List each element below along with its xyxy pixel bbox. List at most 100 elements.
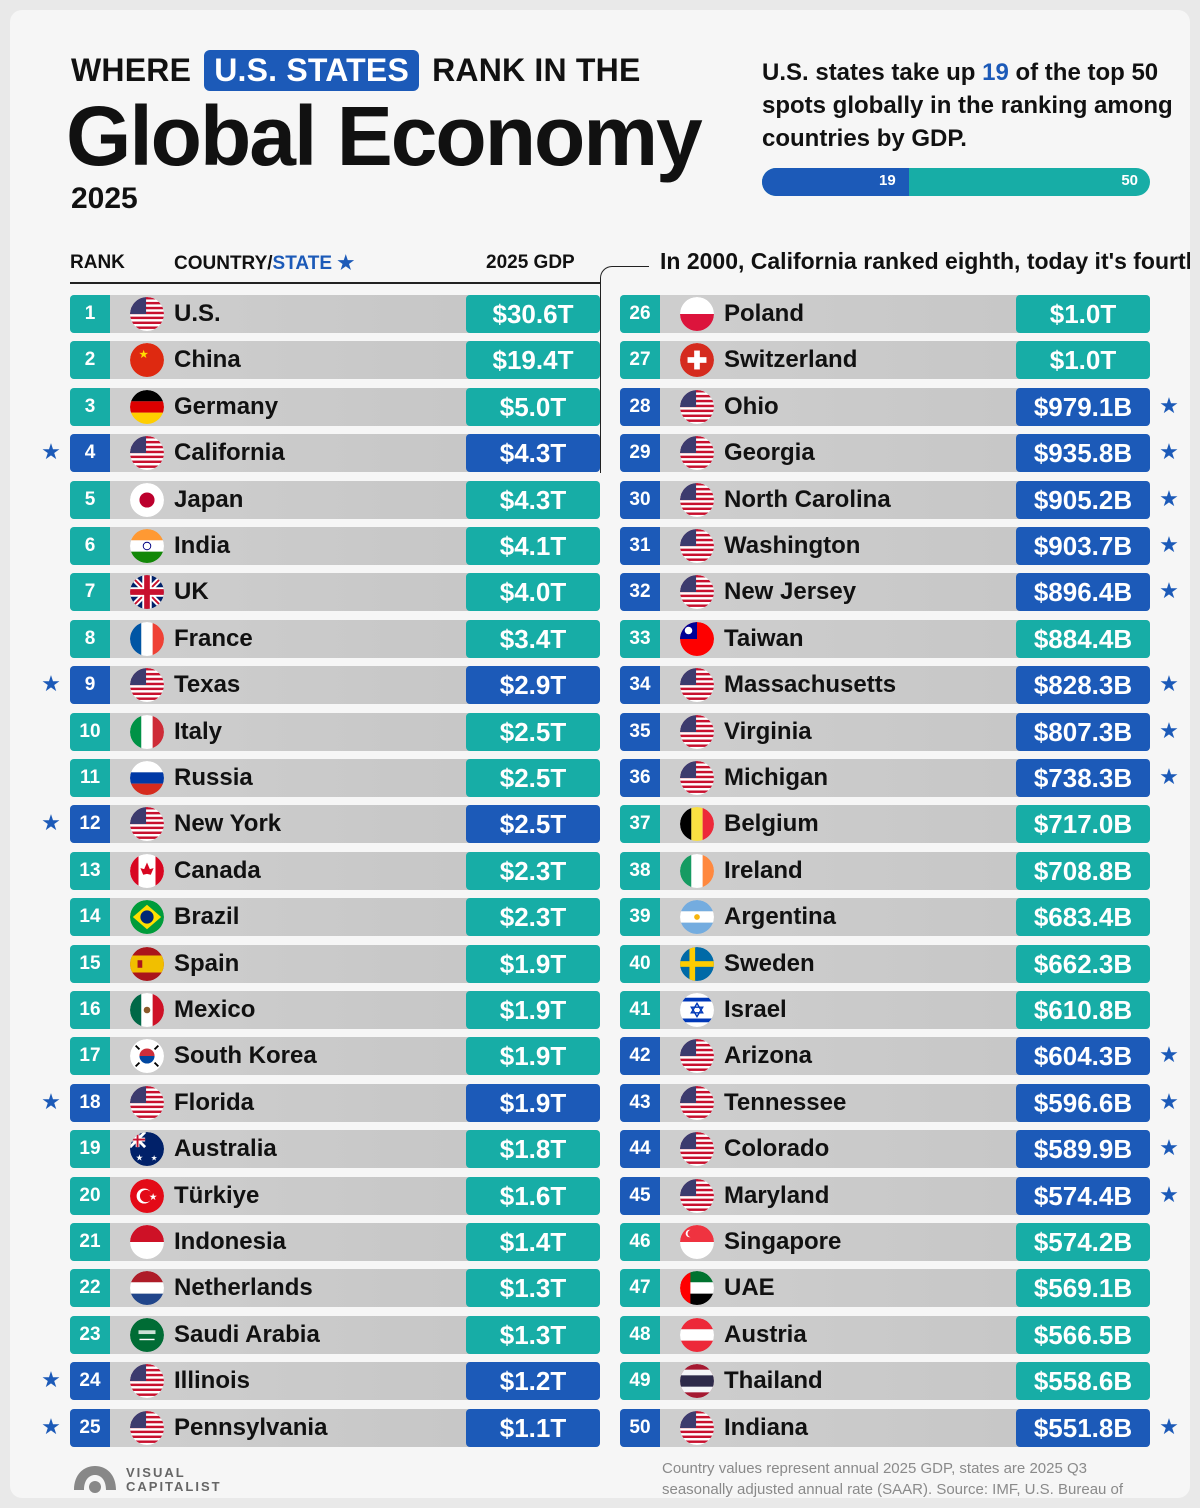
table-row: 33 Taiwan $884.4B	[620, 620, 1151, 658]
table-row: 18 Florida $1.9T ★	[41, 1084, 601, 1122]
name-cell: Arizona	[724, 1042, 813, 1069]
rank-cell: 14	[70, 898, 110, 936]
gdp-cell: $574.2B	[1016, 1223, 1150, 1261]
name-cell: Indiana	[724, 1414, 809, 1441]
table-row: 26 Poland $1.0T	[620, 295, 1151, 333]
star-icon: ★	[1159, 393, 1179, 418]
name-cell: Georgia	[724, 439, 815, 466]
name-cell: Singapore	[724, 1228, 842, 1255]
sg-flag-icon	[680, 1225, 714, 1259]
table-row: 35 Virginia $807.3B ★	[620, 713, 1179, 751]
in-flag-icon	[130, 529, 164, 563]
tr-flag-icon: ★	[130, 1179, 164, 1213]
tw-flag-icon	[680, 622, 714, 656]
name-cell: Massachusetts	[724, 671, 897, 698]
us-flag-icon	[680, 1086, 714, 1120]
gdp-cell: $2.5T	[466, 805, 600, 843]
visual-capitalist-logo: VISUAL CAPITALIST	[70, 1462, 220, 1498]
rank-cell: 40	[620, 945, 660, 983]
name-cell: Poland	[724, 300, 805, 327]
star-icon: ★	[1159, 718, 1179, 743]
star-icon: ★	[41, 1414, 61, 1439]
gdp-cell: $4.0T	[466, 573, 600, 611]
header-divider	[70, 282, 600, 284]
us-flag-icon	[130, 297, 164, 331]
rank-cell: 27	[620, 341, 660, 379]
table-row: 37 Belgium $717.0B	[620, 805, 1151, 843]
table-row: 34 Massachusetts $828.3B ★	[620, 666, 1179, 704]
table-row: 43 Tennessee $596.6B ★	[620, 1084, 1179, 1122]
sa-flag-icon	[130, 1318, 164, 1352]
name-cell: Brazil	[174, 903, 240, 930]
table-row: 49 Thailand $558.6B	[620, 1362, 1151, 1400]
us-flag-icon	[130, 1086, 164, 1120]
gdp-cell: $896.4B	[1016, 573, 1150, 611]
name-cell: Virginia	[724, 718, 812, 745]
gdp-cell: $1.3T	[466, 1269, 600, 1307]
gdp-cell: $828.3B	[1016, 666, 1150, 704]
star-icon: ★	[337, 253, 355, 274]
rank-cell: 34	[620, 666, 660, 704]
nl-flag-icon	[130, 1271, 164, 1305]
star-icon: ★	[1159, 1182, 1179, 1207]
rank-cell: 19	[70, 1130, 110, 1168]
table-row: 8 France $3.4T	[70, 620, 601, 658]
gdp-cell: $2.5T	[466, 759, 600, 797]
rank-cell: 22	[70, 1269, 110, 1307]
gdp-cell: $569.1B	[1016, 1269, 1150, 1307]
star-icon: ★	[1159, 764, 1179, 789]
name-cell: Switzerland	[724, 346, 858, 373]
gdp-cell: $979.1B	[1016, 388, 1150, 426]
us-flag-icon	[680, 1039, 714, 1073]
pl-flag-icon	[680, 297, 714, 331]
share-progress-bar: 19 50	[762, 168, 1150, 196]
rank-cell: 45	[620, 1177, 660, 1215]
name-cell: Florida	[174, 1089, 255, 1116]
gdp-cell: $708.8B	[1016, 852, 1150, 890]
name-cell: Ohio	[724, 393, 779, 420]
name-cell: Austria	[724, 1321, 807, 1348]
svg-text:★: ★	[151, 1153, 158, 1162]
rank-cell: 11	[70, 759, 110, 797]
star-icon: ★	[1159, 486, 1179, 511]
svg-text:★: ★	[139, 349, 149, 361]
gdp-cell: $2.5T	[466, 713, 600, 751]
rank-cell: 48	[620, 1316, 660, 1354]
name-cell: South Korea	[174, 1042, 317, 1069]
annotation-connector	[600, 266, 649, 473]
table-row: 6 India $4.1T	[70, 527, 601, 565]
gdp-cell: $558.6B	[1016, 1362, 1150, 1400]
rank-cell: 39	[620, 898, 660, 936]
name-cell: Tennessee	[724, 1089, 847, 1116]
table-row: 17 South Korea $1.9T	[70, 1037, 601, 1075]
name-cell: Italy	[174, 718, 223, 745]
name-cell: Indonesia	[174, 1228, 287, 1255]
country-column-header: COUNTRY/STATE ★	[174, 252, 354, 275]
gdp-cell: $596.6B	[1016, 1084, 1150, 1122]
rank-cell: 8	[70, 620, 110, 658]
name-cell: China	[174, 346, 241, 373]
us-flag-icon	[130, 668, 164, 702]
intro-text: U.S. states take up 19 of the top 50 spo…	[762, 56, 1182, 155]
table-row: 39 Argentina $683.4B	[620, 898, 1151, 936]
name-cell: France	[174, 625, 253, 652]
rank-cell: 36	[620, 759, 660, 797]
rank-cell: 23	[70, 1316, 110, 1354]
gdp-cell: $1.0T	[1016, 341, 1150, 379]
table-row: 19 ★ ★ Australia $1.8T	[70, 1130, 601, 1168]
state-header-label: STATE	[272, 253, 332, 274]
table-row: 9 Texas $2.9T ★	[41, 666, 601, 704]
gdp-cell: $1.2T	[466, 1362, 600, 1400]
share-denominator-label: 50	[1121, 172, 1138, 189]
table-row: 24 Illinois $1.2T ★	[41, 1362, 601, 1400]
title-year: 2025	[71, 182, 138, 215]
us-flag-icon	[680, 575, 714, 609]
name-cell: Israel	[724, 996, 787, 1023]
table-row: 47 UAE $569.1B	[620, 1269, 1151, 1307]
rank-cell: 18	[70, 1084, 110, 1122]
rank-cell: 44	[620, 1130, 660, 1168]
us-flag-icon	[680, 483, 714, 517]
gdp-cell: $662.3B	[1016, 945, 1150, 983]
gdp-cell: $1.0T	[1016, 295, 1150, 333]
rank-cell: 32	[620, 573, 660, 611]
